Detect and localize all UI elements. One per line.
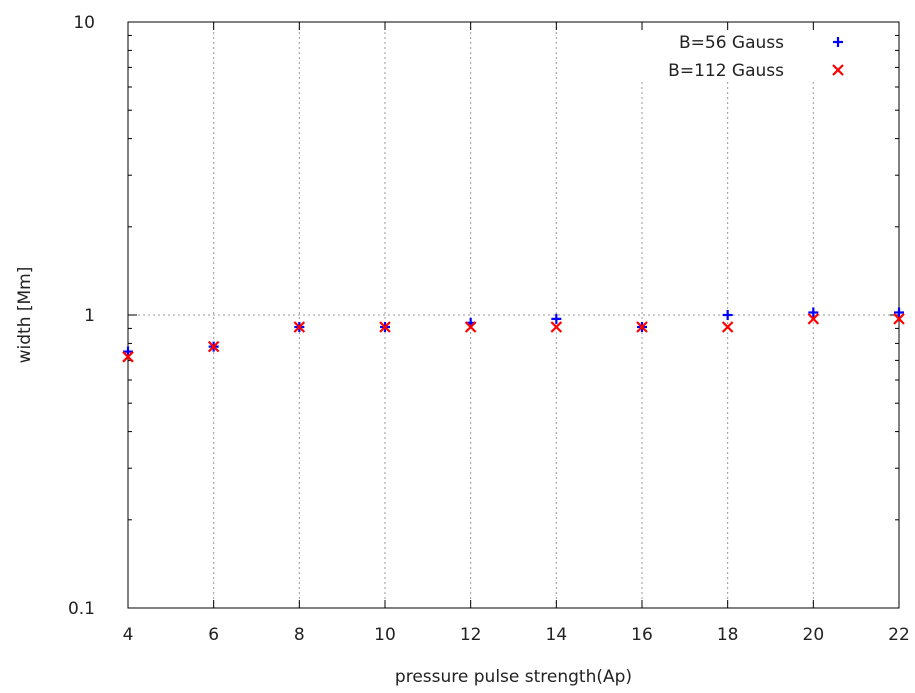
x-tick-label: 14 xyxy=(546,625,568,645)
data-point xyxy=(379,321,391,333)
data-point xyxy=(550,321,563,333)
data-points xyxy=(122,307,905,363)
x-tick-label: 12 xyxy=(460,625,482,645)
x-tick-label: 6 xyxy=(208,625,219,645)
data-point xyxy=(464,321,477,333)
x-axis-label: pressure pulse strength(Ap) xyxy=(395,667,632,687)
y-tick-label: 10 xyxy=(73,13,95,33)
legend-marker xyxy=(832,64,844,76)
x-tick-label: 10 xyxy=(374,625,396,645)
x-tick-label: 4 xyxy=(123,625,134,645)
legend: B=56 Gauss B=112 Gauss xyxy=(668,33,844,81)
data-point xyxy=(807,313,820,325)
data-point xyxy=(721,321,734,333)
data-point xyxy=(893,313,905,325)
legend-marker xyxy=(833,37,843,47)
y-tick-label: 0.1 xyxy=(68,599,95,619)
y-tick-label: 1 xyxy=(84,306,95,326)
x-tick-label: 16 xyxy=(631,625,653,645)
data-point xyxy=(894,307,904,318)
axis-ticks: 4 6 8 10 12 14 16 18 20 22 0.1 1 10 xyxy=(68,13,910,645)
series-2 xyxy=(122,313,905,363)
data-point xyxy=(207,340,220,353)
data-point xyxy=(722,310,733,320)
x-tick-label: 8 xyxy=(294,625,305,645)
y-axis-label: width [Mm] xyxy=(15,267,35,364)
data-point xyxy=(636,321,648,333)
x-tick-label: 22 xyxy=(888,625,910,645)
legend-label: B=56 Gauss xyxy=(679,33,784,53)
legend-label: B=112 Gauss xyxy=(668,61,784,81)
x-tick-label: 20 xyxy=(803,625,825,645)
data-point xyxy=(293,321,306,333)
data-point xyxy=(808,307,819,318)
data-point xyxy=(122,351,134,363)
x-tick-label: 18 xyxy=(717,625,739,645)
data-point xyxy=(123,346,133,357)
grid xyxy=(128,22,899,608)
data-point xyxy=(551,313,562,324)
